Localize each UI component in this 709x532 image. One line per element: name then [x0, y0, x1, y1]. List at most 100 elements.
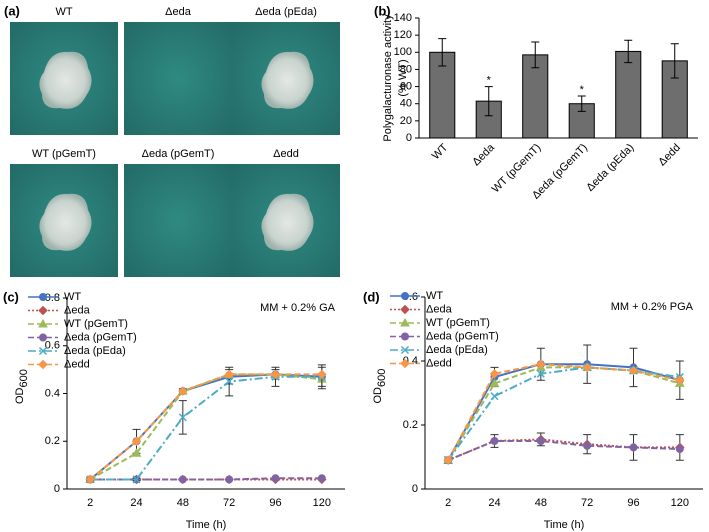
y-tick-label: 0.8 — [45, 292, 60, 304]
legend-marker — [400, 345, 410, 355]
legend-marker — [39, 293, 47, 301]
marker — [224, 369, 234, 380]
legend-marker — [38, 346, 48, 356]
error-bar — [438, 38, 447, 67]
y-tick-label: 120 — [394, 29, 412, 41]
marker — [270, 369, 281, 380]
legend-label: Δeda (pEda) — [426, 344, 488, 356]
legend-label: WT — [64, 291, 81, 303]
legend-marker — [401, 292, 409, 300]
legend-marker — [38, 305, 48, 316]
y-axis-label: Polygalacturonase activity (% WT) — [382, 14, 409, 142]
plate-caption: Δeda — [165, 6, 192, 18]
legend-label: Δedd — [426, 357, 452, 369]
annotation: MM + 0.2% GA — [260, 302, 336, 314]
marker — [178, 475, 187, 484]
legend-marker — [38, 318, 48, 328]
panel-label: (c) — [3, 289, 19, 304]
marker — [131, 448, 142, 457]
annotation: MM + 0.2% PGA — [611, 301, 694, 313]
x-tick-label: 96 — [269, 497, 281, 509]
colony — [261, 51, 314, 109]
significance-marker: * — [580, 84, 585, 96]
plate-caption: Δedd — [273, 148, 299, 160]
marker — [489, 369, 500, 379]
plate-image — [124, 164, 232, 277]
y-tick-label: 0 — [412, 483, 418, 495]
marker — [490, 392, 499, 401]
plate-caption: Δeda (pGemT) — [142, 148, 215, 160]
y-axis-label-line: Polygalacturonase activity — [382, 14, 394, 142]
marker — [132, 475, 141, 484]
y-axis-label-main: OD — [14, 387, 26, 404]
marker — [85, 474, 95, 485]
x-tick-label: 48 — [535, 497, 547, 509]
error-bar — [670, 43, 679, 79]
legend-marker — [39, 333, 47, 342]
legend-label: Δeda (pEda) — [64, 345, 126, 357]
marker — [536, 359, 546, 369]
x-tick-label: 120 — [313, 497, 331, 509]
x-tick-label: 48 — [177, 497, 189, 509]
series-line — [89, 373, 322, 481]
plate-caption: WT (pGemT) — [32, 148, 96, 160]
marker — [225, 475, 234, 484]
x-tick-label: 24 — [488, 497, 500, 509]
y-tick-label: 0 — [54, 483, 60, 495]
legend-label: Δedd — [64, 358, 90, 370]
marker — [271, 474, 280, 483]
x-tick-label: Δeda — [470, 141, 497, 168]
plate-image — [124, 22, 232, 135]
error-bar-line — [624, 39, 633, 64]
marker — [317, 474, 326, 483]
series-line — [447, 363, 681, 461]
marker — [536, 437, 545, 445]
y-axis-label-sub: 600 — [18, 369, 30, 387]
marker — [536, 369, 545, 378]
legend-marker — [400, 358, 410, 369]
x-tick-label: 2 — [445, 497, 451, 509]
series-line — [90, 375, 322, 481]
legend-label: WT (pGemT) — [426, 317, 490, 329]
x-tick-label: WT — [430, 141, 451, 162]
x-axis-label: Time (h) — [544, 519, 585, 531]
x-tick-label: 2 — [87, 497, 93, 509]
panel-label: (a) — [4, 3, 20, 18]
legend-label: Δeda — [64, 304, 91, 316]
panel-label: (d) — [363, 289, 380, 304]
marker — [675, 445, 684, 453]
significance-marker: * — [487, 74, 492, 86]
y-tick-label: 100 — [394, 46, 412, 58]
series-line — [89, 373, 322, 481]
legend-label: WT (pGemT) — [64, 318, 128, 330]
colony — [39, 193, 92, 251]
error-bar — [531, 41, 540, 69]
marker — [583, 441, 592, 450]
x-tick-label: 96 — [627, 497, 639, 509]
marker — [489, 378, 500, 387]
x-axis-label: Time (h) — [186, 519, 227, 531]
series-line — [447, 363, 681, 461]
y-tick-label: 0.2 — [45, 435, 60, 447]
legend-marker — [401, 332, 409, 341]
error-bar-line — [531, 41, 540, 69]
series-line — [89, 373, 322, 481]
x-tick-label: 72 — [223, 497, 235, 509]
error-bar-line — [670, 43, 679, 79]
x-tick-label: 24 — [130, 497, 142, 509]
marker — [443, 455, 453, 465]
error-bar-line — [577, 95, 586, 112]
error-bar — [577, 95, 586, 112]
legend-label: Δeda (pGemT) — [426, 330, 499, 342]
marker — [490, 437, 499, 445]
marker — [317, 369, 327, 380]
y-tick-label: 40 — [400, 98, 412, 110]
y-tick-label: 140 — [394, 12, 412, 24]
legend-marker — [38, 359, 48, 370]
colony — [39, 51, 92, 109]
plate-caption: WT — [55, 6, 72, 18]
bar — [615, 50, 642, 139]
x-tick-label: Δeda (pEda) — [584, 142, 636, 194]
